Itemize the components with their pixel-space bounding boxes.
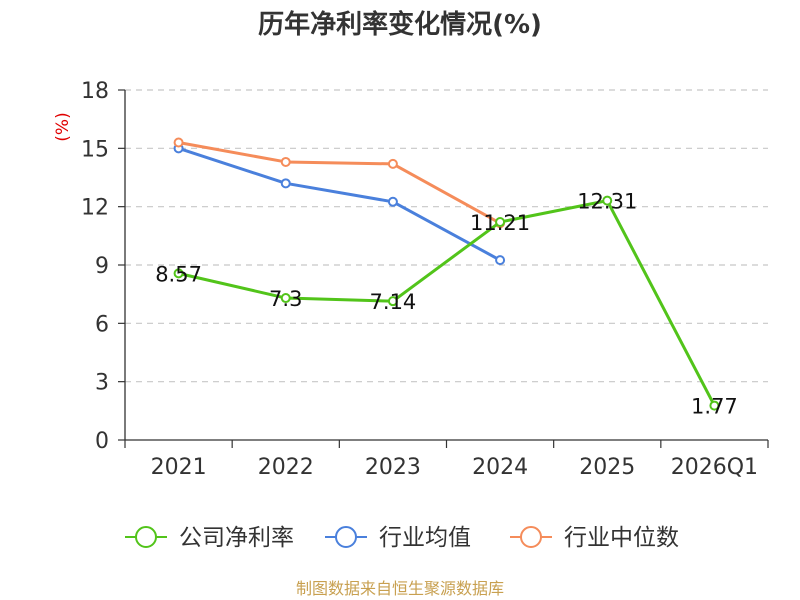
x-tick-label: 2023 — [365, 455, 421, 480]
x-tick-label: 2022 — [258, 455, 314, 480]
y-tick-label: 3 — [95, 371, 109, 396]
legend-label: 行业均值 — [379, 525, 471, 551]
y-tick-label: 9 — [95, 254, 109, 279]
y-tick-label: 12 — [81, 196, 109, 221]
series-point-2 — [280, 156, 291, 167]
series-point-1 — [387, 196, 398, 207]
series-point-0 — [602, 195, 613, 206]
y-tick-label: 18 — [81, 79, 109, 104]
x-tick-label: 2024 — [472, 455, 528, 480]
series-point-1 — [280, 178, 291, 189]
y-tick-label: 0 — [95, 429, 109, 454]
series-line-0 — [178, 199, 716, 407]
legend-marker-2 — [520, 526, 542, 548]
data-label: 12.31 — [577, 190, 637, 214]
series-point-0 — [709, 400, 720, 411]
legend-label: 行业中位数 — [564, 525, 679, 551]
legend-marker-0 — [135, 526, 157, 548]
legend-marker-1 — [335, 526, 357, 548]
data-labels: 8.57 7.3 7.14 11.21 12.31 1.77 — [155, 190, 738, 419]
y-axis-unit-label: (%) — [53, 112, 73, 141]
y-tick-label: 15 — [81, 137, 109, 162]
series-point-0 — [495, 217, 506, 228]
series-point-2 — [387, 158, 398, 169]
series-point-0 — [173, 268, 184, 279]
series-point-0 — [387, 296, 398, 307]
x-tick-label: 2025 — [579, 455, 635, 480]
grid-lines — [125, 89, 768, 383]
axes: 0 3 6 9 12 15 18 2021 2022 2023 2024 2025 2026Q1 — [81, 79, 769, 480]
source-note: 制图数据来自恒生聚源数据库 — [296, 579, 504, 598]
data-label: 7.3 — [269, 287, 302, 311]
chart-title: 历年净利率变化情况(%) — [258, 9, 542, 40]
series-point-1 — [495, 255, 506, 266]
data-label: 8.57 — [155, 262, 202, 286]
x-tick-label: 2026Q1 — [671, 455, 758, 480]
x-tick-label: 2021 — [151, 455, 207, 480]
data-label: 7.14 — [370, 290, 417, 314]
legend[interactable]: 公司净利率 行业均值 行业中位数 — [125, 525, 679, 551]
series-lines — [173, 137, 720, 411]
series-line-1 — [178, 146, 501, 262]
series-point-2 — [173, 137, 184, 148]
data-label: 1.77 — [691, 395, 738, 419]
series-point-0 — [280, 293, 291, 304]
data-label: 11.21 — [470, 211, 530, 235]
series-line-2 — [178, 141, 501, 225]
y-tick-label: 6 — [95, 312, 109, 337]
legend-label: 公司净利率 — [179, 525, 294, 551]
